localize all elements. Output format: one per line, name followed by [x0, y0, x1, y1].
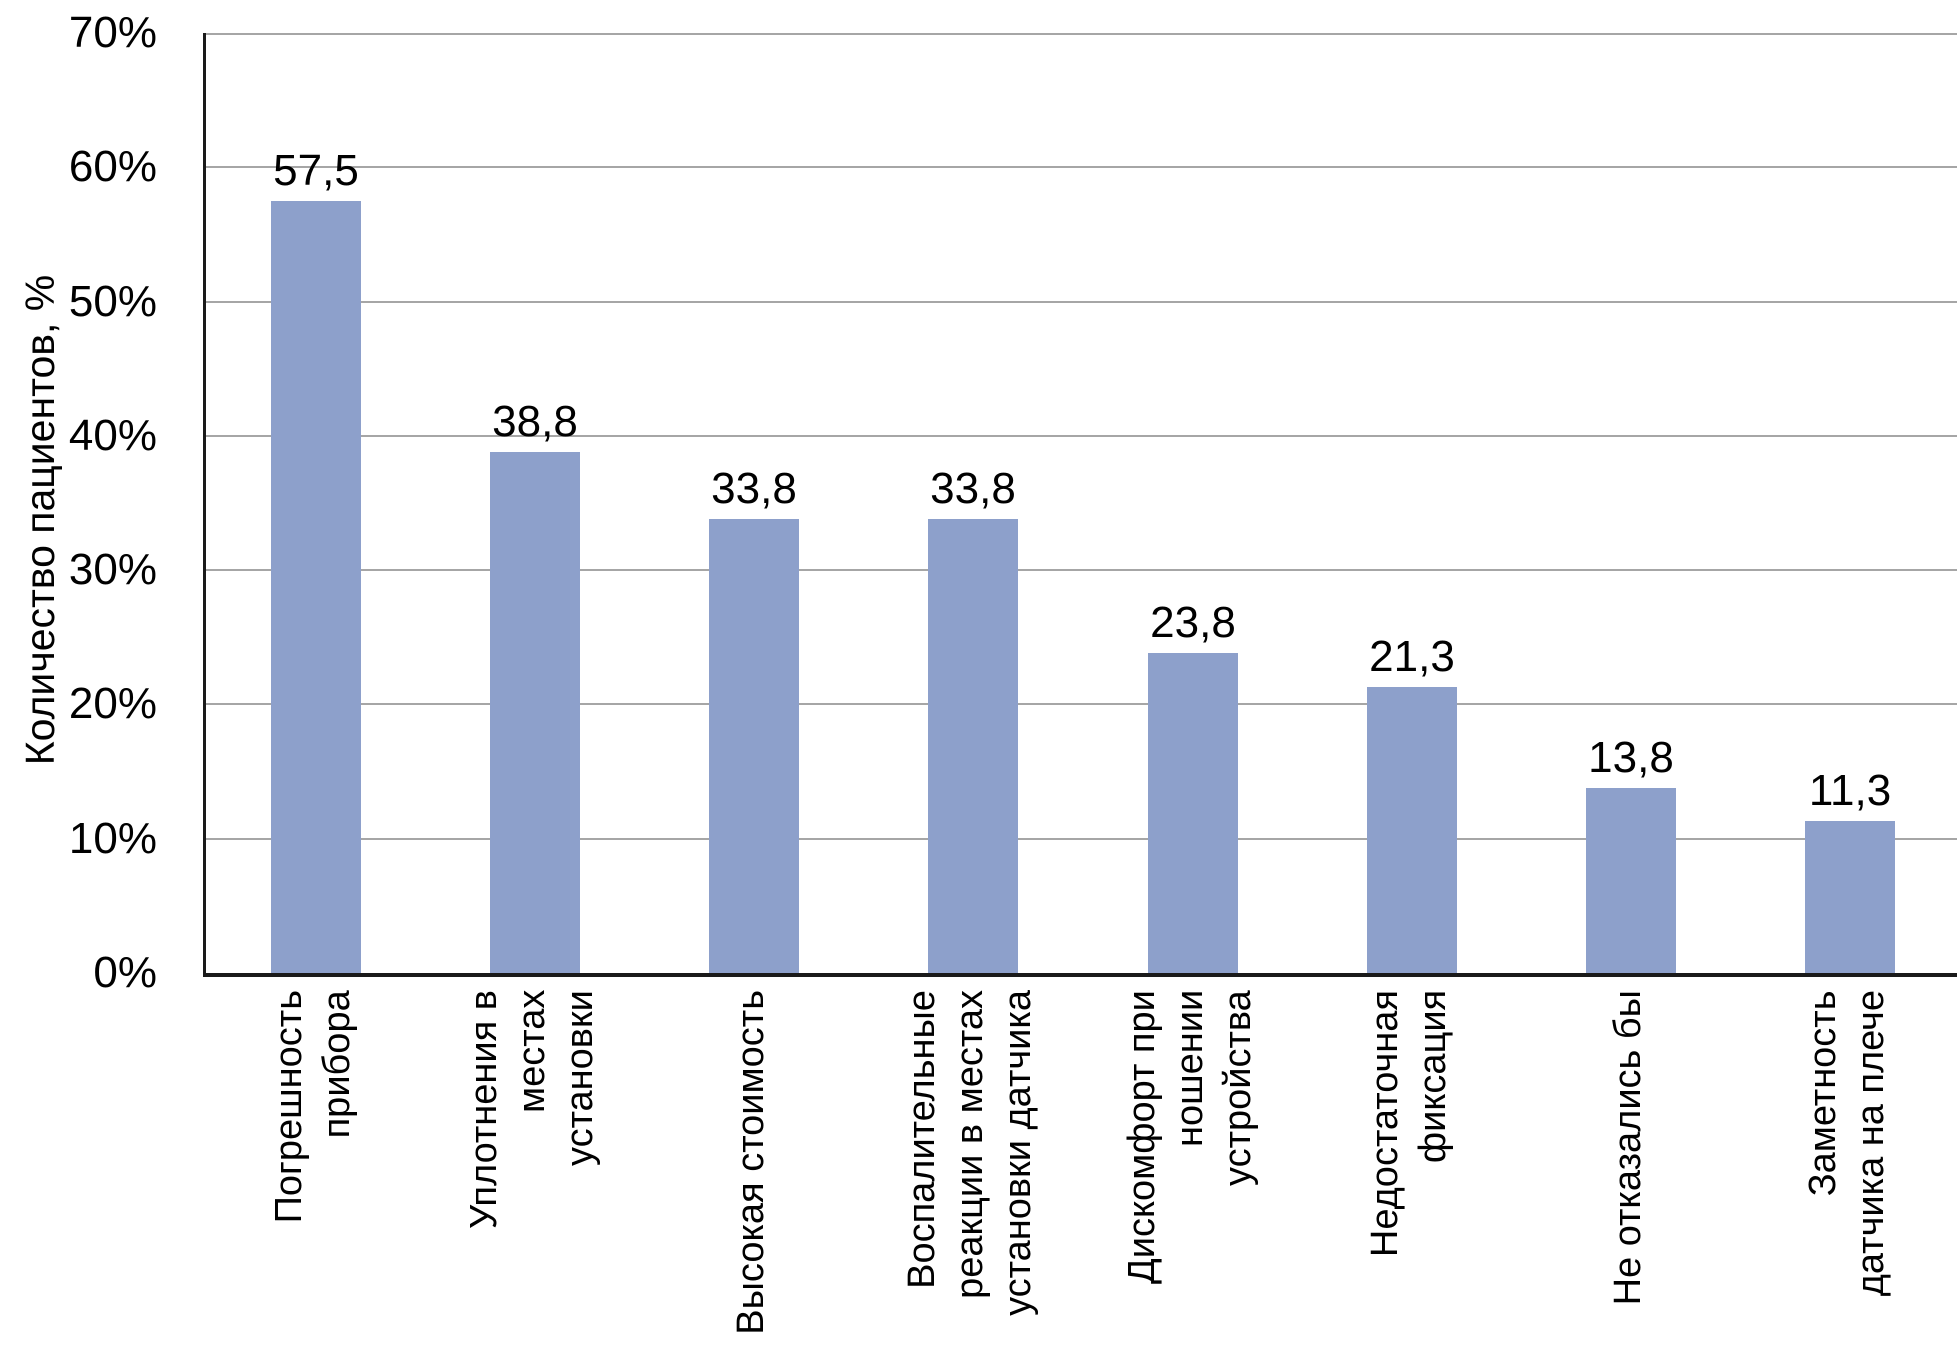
- y-tick-label: 70%: [68, 8, 157, 57]
- category-label: Воспалительные реакции в местах установк…: [901, 990, 1039, 1316]
- gridline: [206, 301, 1957, 303]
- gridline: [206, 166, 1957, 168]
- y-tick-label: 40%: [68, 411, 157, 460]
- bar: [1148, 653, 1238, 973]
- bar-value-label: 33,8: [930, 464, 1016, 513]
- bar-value-label: 21,3: [1369, 632, 1455, 681]
- bar: [928, 519, 1018, 973]
- bar: [490, 452, 580, 973]
- gridline: [206, 703, 1957, 705]
- bar: [709, 519, 799, 973]
- bar-value-label: 57,5: [273, 146, 359, 195]
- y-tick-label: 20%: [68, 679, 157, 728]
- bar-value-label: 23,8: [1150, 598, 1236, 647]
- gridline: [206, 33, 1957, 35]
- y-tick-label: 30%: [68, 545, 157, 594]
- y-tick-label: 50%: [68, 277, 157, 326]
- bar-value-label: 38,8: [492, 397, 578, 446]
- bar: [271, 201, 361, 973]
- category-label: Недостаточная фиксация: [1364, 990, 1454, 1258]
- bar: [1805, 821, 1895, 973]
- bar: [1367, 687, 1457, 973]
- bar-value-label: 13,8: [1588, 733, 1674, 782]
- category-label: Заметность датчика на плече: [1802, 990, 1892, 1297]
- gridline: [206, 838, 1957, 840]
- bar-value-label: 33,8: [711, 464, 797, 513]
- category-label: Высокая стоимость: [730, 990, 772, 1335]
- gridline: [206, 569, 1957, 571]
- plot-area: 57,5 38,8 33,8 33,8 23,8 21,3 13,8 11,3: [203, 33, 1957, 977]
- category-label: Дискомфорт при ношении устройства: [1121, 990, 1259, 1284]
- category-label: Уплотнения в местах установки: [463, 990, 601, 1229]
- y-tick-label: 0%: [93, 948, 157, 997]
- y-tick-label: 60%: [68, 142, 157, 191]
- category-label: Не отказались бы: [1607, 990, 1649, 1306]
- gridline: [206, 435, 1957, 437]
- bar-value-label: 11,3: [1808, 766, 1892, 815]
- y-tick-label: 10%: [68, 814, 157, 863]
- bar: [1586, 788, 1676, 973]
- category-label: Погрешность прибора: [268, 990, 358, 1224]
